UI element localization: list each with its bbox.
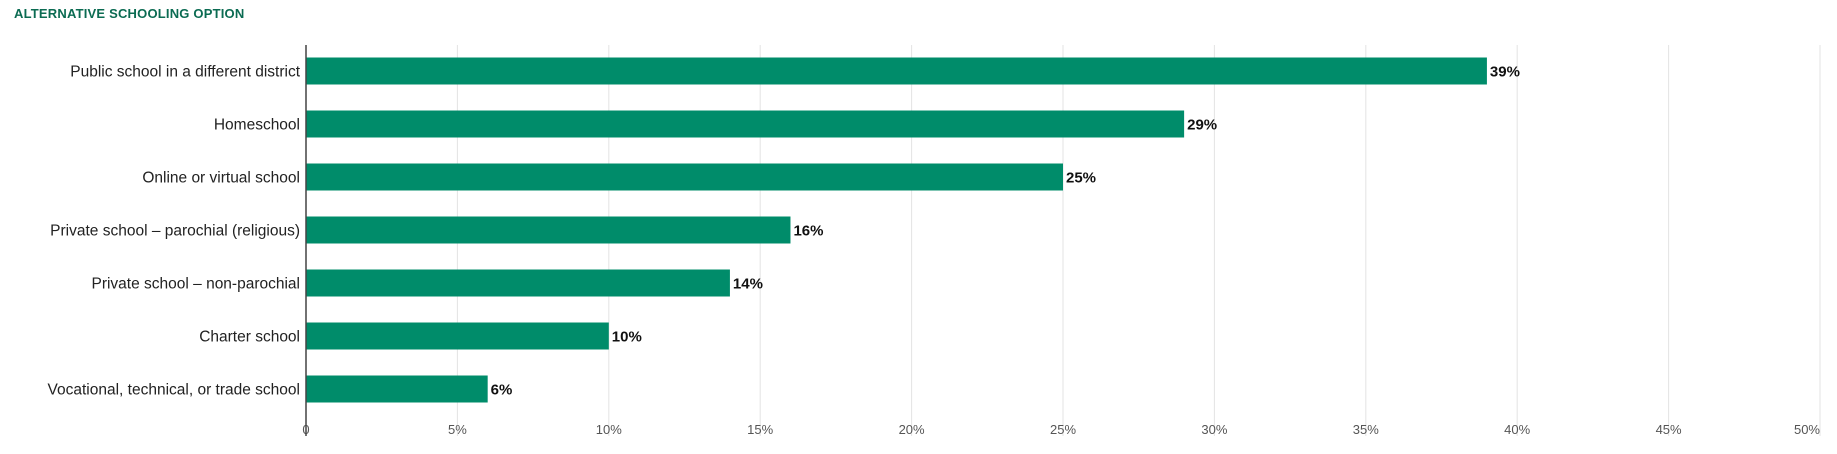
data-label: 10%	[612, 329, 642, 346]
category-label: Private school – non-parochial	[91, 276, 300, 293]
x-tick-label: 45%	[1656, 422, 1682, 437]
category-labels: Public school in a different district Hom…	[48, 64, 301, 399]
data-label: 16%	[793, 223, 823, 240]
data-labels: 39% 29% 25% 16% 14% 10% 6%	[491, 64, 1520, 399]
bar	[306, 322, 609, 350]
x-tick-label: 10%	[596, 422, 622, 437]
x-tick-label: 15%	[747, 422, 773, 437]
category-label: Private school – parochial (religious)	[50, 223, 300, 240]
data-label: 29%	[1187, 117, 1217, 134]
bars	[306, 57, 1487, 403]
x-tick-label: 50%	[1794, 422, 1820, 437]
category-label: Vocational, technical, or trade school	[48, 382, 300, 399]
category-label: Online or virtual school	[142, 170, 300, 187]
bar	[306, 216, 791, 244]
category-label: Public school in a different district	[70, 64, 300, 81]
bar	[306, 269, 730, 297]
x-tick-label: 25%	[1050, 422, 1076, 437]
x-tick-label: 35%	[1353, 422, 1379, 437]
category-label: Homeschool	[214, 117, 300, 134]
category-label: Charter school	[199, 329, 300, 346]
chart-title: ALTERNATIVE SCHOOLING OPTION	[14, 6, 245, 21]
bar	[306, 163, 1063, 191]
x-tick-label: 40%	[1504, 422, 1530, 437]
bar	[306, 57, 1487, 85]
bar	[306, 375, 488, 403]
x-tick-label: 30%	[1201, 422, 1227, 437]
x-tick-label: 20%	[899, 422, 925, 437]
x-tick-label: 5%	[448, 422, 467, 437]
bar	[306, 110, 1185, 138]
data-label: 14%	[733, 276, 763, 293]
data-label: 39%	[1490, 64, 1520, 81]
data-label: 25%	[1066, 170, 1096, 187]
x-tick-labels: 05%10%15%20%25%30%35%40%45%50%	[302, 422, 1820, 437]
data-label: 6%	[491, 382, 513, 399]
